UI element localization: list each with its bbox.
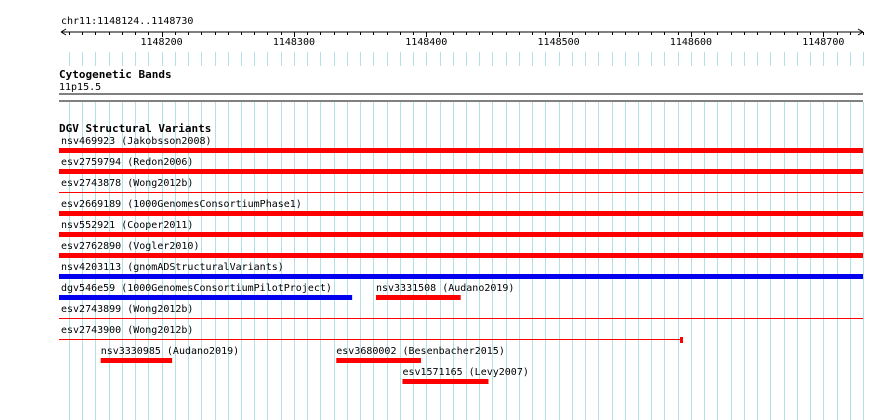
dgv-feature[interactable]: esv1571165 (Levy2007) <box>402 367 529 384</box>
dgv-feature-label[interactable]: nsv469923 (Jakobsson2008) <box>61 136 212 147</box>
dgv-feature-label[interactable]: dgv546e59 (1000GenomesConsortiumPilotPro… <box>61 283 332 294</box>
dgv-feature-bar[interactable] <box>336 358 421 363</box>
dgv-feature-label[interactable]: esv2762890 (Vogler2010) <box>61 241 199 252</box>
cytoband-label: 11p15.5 <box>59 82 101 93</box>
ruler-arrows <box>60 28 864 36</box>
ruler-track[interactable]: chr11:1148124..1148730 1148200 1148300 114… <box>59 10 865 52</box>
dgv-feature-label[interactable]: nsv3331508 (Audano2019) <box>376 283 514 294</box>
dgv-feature[interactable]: nsv552921 (Cooper2011) <box>59 220 863 237</box>
dgv-title: DGV Structural Variants <box>59 122 211 135</box>
dgv-feature[interactable]: nsv469923 (Jakobsson2008) <box>59 136 863 153</box>
dgv-feature-bar[interactable] <box>375 295 461 300</box>
dgv-feature[interactable]: esv2669189 (1000GenomesConsortiumPhase1) <box>59 199 863 216</box>
dgv-feature-bar[interactable] <box>59 232 863 237</box>
dgv-feature-label[interactable]: nsv552921 (Cooper2011) <box>61 220 193 231</box>
dgv-feature[interactable]: nsv4203113 (gnomADStructuralVariants) <box>59 262 863 279</box>
ruler-tick-label: 1148700 <box>802 37 844 48</box>
region-label: chr11:1148124..1148730 <box>61 16 193 27</box>
dgv-track[interactable]: DGV Structural Variants nsv469923 (Jakob… <box>59 122 863 384</box>
dgv-feature[interactable]: nsv3330985 (Audano2019) <box>100 346 239 363</box>
cytoband-title: Cytogenetic Bands <box>59 68 172 81</box>
dgv-feature-label[interactable]: nsv3330985 (Audano2019) <box>101 346 239 357</box>
dgv-feature[interactable]: nsv3331508 (Audano2019) <box>375 283 514 300</box>
dgv-feature[interactable]: esv2743878 (Wong2012b) <box>59 178 863 193</box>
dgv-feature[interactable]: esv2762890 (Vogler2010) <box>59 241 863 258</box>
ruler-tick-label: 1148500 <box>538 37 580 48</box>
dgv-feature-bar[interactable] <box>59 169 863 174</box>
dgv-feature[interactable]: esv2743899 (Wong2012b) <box>59 304 863 319</box>
dgv-feature-end-block[interactable] <box>680 337 684 343</box>
dgv-feature[interactable]: dgv546e59 (1000GenomesConsortiumPilotPro… <box>59 283 353 300</box>
dgv-feature-label[interactable]: esv2759794 (Redon2006) <box>61 157 193 168</box>
dgv-feature[interactable]: esv2743900 (Wong2012b) <box>59 325 684 343</box>
dgv-feature-bar[interactable] <box>59 253 863 258</box>
dgv-feature-label[interactable]: nsv4203113 (gnomADStructuralVariants) <box>61 262 284 273</box>
dgv-feature-bar[interactable] <box>59 274 863 279</box>
cytoband-track[interactable]: Cytogenetic Bands 11p15.5 <box>59 66 865 102</box>
dgv-feature-bar[interactable] <box>100 358 173 363</box>
dgv-feature-label[interactable]: esv2669189 (1000GenomesConsortiumPhase1) <box>61 199 302 210</box>
dgv-feature-label[interactable]: esv3680002 (Besenbacher2015) <box>336 346 505 357</box>
ruler-tick-label: 1148400 <box>405 37 447 48</box>
dgv-feature-label[interactable]: esv1571165 (Levy2007) <box>402 367 528 378</box>
ruler-tick-label: 1148200 <box>141 37 183 48</box>
dgv-feature[interactable]: esv3680002 (Besenbacher2015) <box>336 346 505 363</box>
dgv-feature-label[interactable]: esv2743899 (Wong2012b) <box>61 304 193 315</box>
dgv-feature-label[interactable]: esv2743878 (Wong2012b) <box>61 178 193 189</box>
dgv-feature-label[interactable]: esv2743900 (Wong2012b) <box>61 325 193 336</box>
dgv-feature-bar[interactable] <box>402 379 489 384</box>
dgv-feature-bar[interactable] <box>59 148 863 153</box>
dgv-feature-bar[interactable] <box>59 295 353 300</box>
dgv-feature[interactable]: esv2759794 (Redon2006) <box>59 157 863 174</box>
dgv-feature-bar[interactable] <box>59 211 863 216</box>
ruler-tick-label: 1148300 <box>273 37 315 48</box>
ruler-tick-label: 1148600 <box>670 37 712 48</box>
